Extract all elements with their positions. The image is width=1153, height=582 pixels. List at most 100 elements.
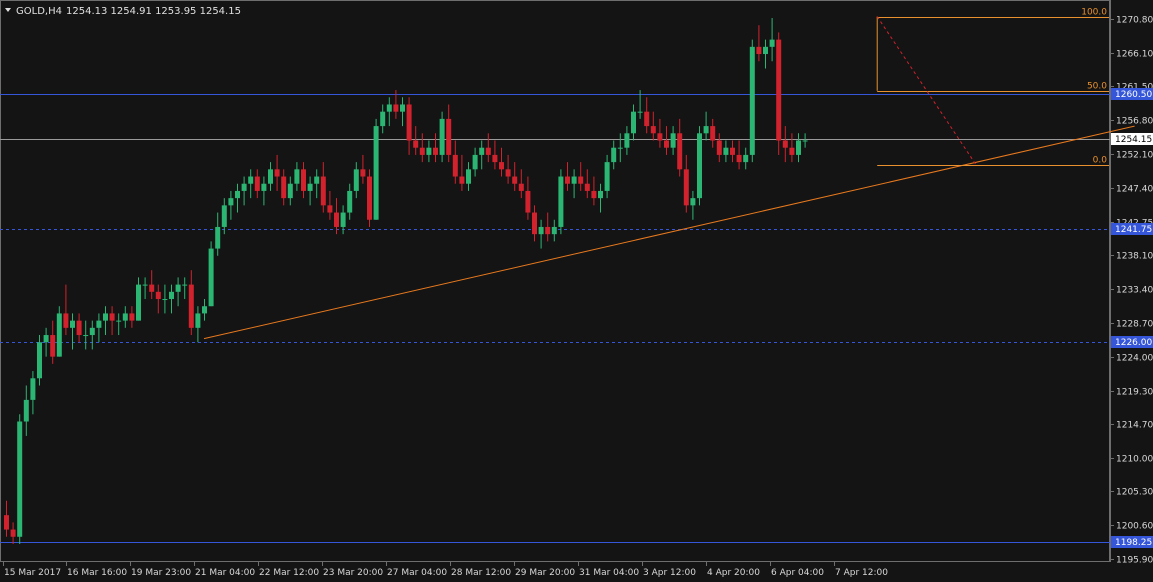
x-tick-label: 31 Mar 04:00	[579, 568, 639, 578]
candle	[499, 147, 504, 177]
candle-body	[268, 169, 273, 184]
y-tick-label: 1228.70	[1116, 320, 1153, 330]
candle-body	[208, 248, 214, 307]
candle	[703, 111, 709, 141]
time-axis: 15 Mar 2017 16 Mar 16:00 19 Mar 23:00 21 Ma…	[3, 562, 888, 578]
fibo-level-label-2: 0.0	[1093, 156, 1108, 166]
candle	[466, 162, 471, 191]
candle	[789, 133, 795, 163]
y-tick-label: 1200.60	[1116, 522, 1153, 532]
candle	[571, 169, 577, 199]
candle	[83, 320, 89, 350]
candle-body	[393, 104, 399, 112]
candle-body	[650, 126, 656, 134]
candle-body	[136, 284, 141, 321]
candle-body	[446, 118, 452, 155]
y-tick-label: 1247.40	[1116, 185, 1153, 195]
symbol-label[interactable]: GOLD,H4	[16, 6, 62, 17]
candle	[749, 39, 755, 163]
candle-body	[188, 284, 194, 328]
candle	[776, 32, 782, 155]
candle-body	[261, 183, 267, 191]
candle	[617, 133, 623, 163]
y-tick-label: 1214.70	[1116, 421, 1153, 431]
y-tick-label: 1261.50	[1116, 83, 1153, 93]
candle	[419, 133, 425, 163]
candles-layer	[4, 18, 808, 544]
x-tick-label: 21 Mar 04:00	[195, 568, 255, 578]
candle	[512, 162, 518, 191]
y-tick-label: 1205.30	[1116, 488, 1153, 498]
plot-frame	[0, 0, 1110, 562]
candle	[241, 176, 247, 206]
candle	[50, 320, 56, 364]
fibo-level-label-0: 100.0	[1081, 8, 1107, 18]
candle	[756, 25, 762, 62]
candle	[136, 277, 141, 321]
candle	[89, 320, 95, 350]
candle	[103, 306, 108, 336]
x-tick-label: 29 Mar 20:00	[515, 568, 575, 578]
y-tick-label: 1224.00	[1116, 354, 1153, 364]
candle	[697, 126, 702, 206]
candle-body	[505, 169, 511, 177]
current-price-tag-bg	[1111, 133, 1153, 145]
candle	[406, 97, 412, 155]
candle-body	[419, 147, 425, 155]
candle	[558, 169, 564, 235]
candle	[56, 306, 62, 357]
candle	[340, 205, 346, 235]
candle-body	[215, 226, 221, 249]
candle	[287, 176, 293, 206]
candle-body	[796, 140, 801, 155]
candle	[485, 133, 491, 163]
candle-body	[452, 154, 458, 177]
candle-body	[743, 154, 749, 163]
candle	[142, 277, 148, 300]
candle-body	[353, 169, 359, 191]
candle-body	[789, 147, 795, 155]
fibo-level-label-1: 50.0	[1087, 82, 1107, 92]
candle	[492, 140, 498, 170]
candle-body	[314, 176, 320, 184]
candle	[327, 190, 333, 220]
candle	[360, 154, 366, 184]
price-tag-label-0: 1260.50	[1115, 90, 1152, 100]
symbol-dropdown-icon[interactable]	[5, 8, 11, 12]
candle-body	[116, 320, 122, 322]
candle-body	[307, 183, 313, 191]
candle	[624, 126, 630, 155]
candle	[10, 522, 16, 544]
candle	[657, 118, 663, 148]
candle-body	[76, 320, 82, 336]
candle-body	[182, 284, 188, 286]
candle-body	[485, 147, 491, 155]
candle-body	[96, 320, 102, 328]
candle-body	[611, 147, 617, 163]
candle	[23, 385, 29, 436]
candle	[129, 306, 135, 328]
trendline	[203, 125, 1135, 340]
candle	[235, 183, 240, 213]
candle	[604, 154, 610, 199]
candle-body	[782, 140, 788, 148]
x-tick-label: 4 Apr 20:00	[707, 568, 760, 578]
candle	[155, 284, 161, 314]
candle	[565, 162, 570, 191]
candle-body	[63, 313, 69, 328]
candle	[386, 97, 392, 127]
price-tag-label-3: 1198.25	[1115, 538, 1152, 548]
candle	[782, 126, 788, 163]
candle-body	[571, 176, 577, 184]
candle-body	[492, 154, 498, 163]
candle-body	[235, 190, 240, 199]
candle-body	[532, 212, 537, 235]
candle-body	[301, 169, 306, 191]
candle	[393, 90, 399, 119]
candle	[802, 133, 808, 148]
candle-body	[426, 147, 432, 155]
candle-body	[538, 226, 544, 235]
candle-body	[776, 39, 782, 141]
candle-body	[558, 176, 564, 227]
